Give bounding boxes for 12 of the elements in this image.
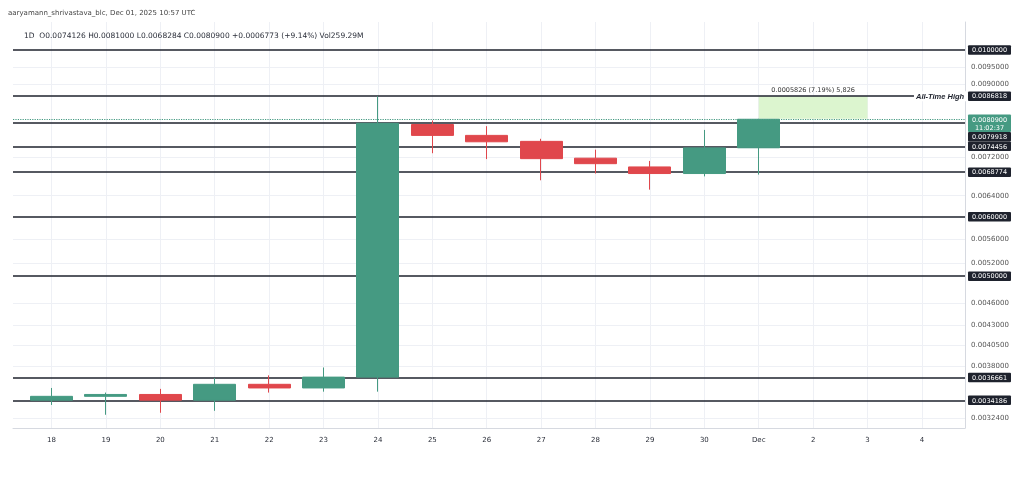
candlestick <box>248 374 291 394</box>
candlestick <box>574 149 617 175</box>
candlestick <box>302 366 345 393</box>
candlestick <box>30 387 73 406</box>
candlestick <box>683 129 726 177</box>
candlestick <box>465 125 508 160</box>
candlestick <box>628 160 671 191</box>
candlestick <box>520 138 563 181</box>
candlestick <box>411 119 454 154</box>
candlestick <box>139 388 182 414</box>
candlestick <box>84 392 127 416</box>
candlestick <box>193 377 236 412</box>
